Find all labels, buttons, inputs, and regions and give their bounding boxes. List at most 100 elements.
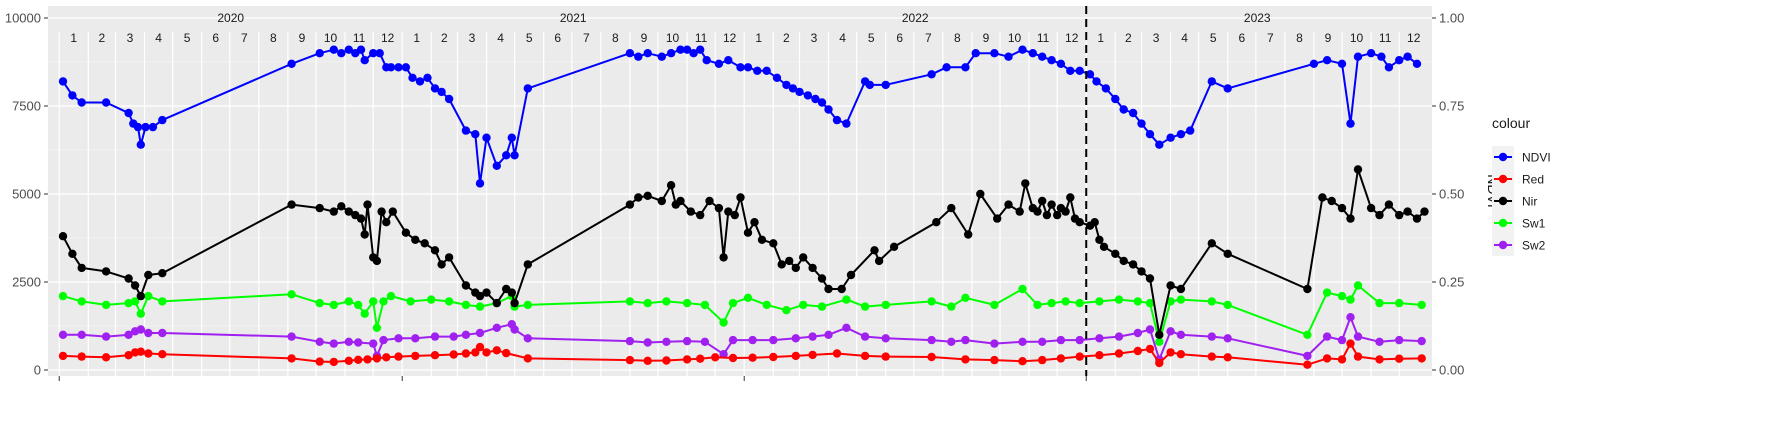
data-point-sw1 [1395,298,1404,308]
data-point-nir [158,269,167,278]
month-label: 4 [839,31,846,45]
data-point-ndvi [124,108,133,118]
data-point-red [682,355,692,364]
month-label: 2 [783,31,790,45]
data-point-nir [1395,210,1404,220]
data-point-sw1 [860,302,870,311]
data-point-sw2 [475,328,485,338]
data-point-red [492,346,501,355]
data-point-sw2 [824,330,833,339]
data-point-nir [507,288,516,297]
data-point-red [808,350,817,360]
data-point-sw1 [927,297,936,306]
data-point-ndvi [1366,49,1376,58]
data-point-red [961,355,970,364]
data-point-sw1 [354,300,363,310]
data-point-nir [1066,193,1075,202]
data-point-nir [510,298,519,308]
data-point-red [136,347,145,356]
data-point-sw1 [158,297,167,306]
data-point-ndvi [1403,52,1412,61]
series-red [58,339,1426,369]
month-label: 3 [1153,31,1160,45]
data-point-sw2 [411,334,420,343]
data-point-sw2 [1038,337,1047,346]
data-point-ndvi [702,56,711,65]
data-point-sw1 [961,293,970,302]
data-point-sw1 [427,295,436,304]
data-point-ndvi [344,45,353,54]
month-label: 8 [612,31,619,45]
data-point-ndvi [1038,52,1047,61]
data-point-ndvi [475,179,485,188]
data-point-sw1 [728,298,738,308]
series-sw2 [58,313,1426,364]
data-point-ndvi [811,94,820,104]
data-point-ndvi [1028,49,1038,58]
data-point-red [1353,352,1363,361]
data-point-nir [696,210,705,220]
data-point-ndvi [507,133,516,142]
data-point-sw1 [1417,300,1426,310]
data-point-nir [1145,274,1155,283]
data-point-nir [411,235,420,244]
legend-label-sw2: Sw2 [1522,239,1546,253]
data-point-red [1176,350,1186,359]
data-point-sw2 [947,337,956,346]
data-point-sw2 [1075,335,1084,345]
data-point-sw2 [287,332,296,341]
data-point-red [881,352,890,361]
data-point-nir [1128,260,1138,269]
data-point-nir [932,218,941,227]
month-label: 6 [896,31,903,45]
data-point-ndvi [1085,70,1095,79]
month-label: 3 [127,31,134,45]
data-point-red [382,353,391,362]
data-point-nir [1318,193,1327,202]
data-point-sw2 [369,339,378,348]
data-point-nir [1075,218,1084,227]
data-point-red [58,351,68,361]
data-point-red [625,355,635,365]
data-point-nir [482,288,491,297]
data-point-sw1 [136,309,145,318]
data-point-ndvi [634,52,643,61]
data-point-ndvi [743,63,753,72]
month-label: 4 [155,31,162,45]
legend-key-point-red [1498,174,1508,184]
data-point-sw1 [386,291,396,301]
data-point-nir [724,207,733,216]
data-point-ndvi [58,77,68,86]
data-point-sw1 [643,298,652,308]
data-point-sw2 [791,334,800,343]
data-point-ndvi [1309,59,1319,68]
data-point-nir [124,274,133,283]
data-point-red [1038,355,1047,365]
data-point-ndvi [1337,59,1347,68]
data-point-ndvi [788,84,798,93]
data-point-red [354,355,363,364]
data-point-nir [714,203,724,213]
data-point-nir [329,207,338,216]
month-label: 8 [954,31,961,45]
month-label: 2 [99,31,106,45]
data-point-sw2 [523,334,532,343]
data-point-nir [1015,207,1024,216]
data-point-sw1 [315,298,324,308]
data-point-nir [643,191,652,200]
data-point-ndvi [1004,52,1013,61]
data-point-sw1 [1145,298,1155,308]
data-point-ndvi [523,84,532,93]
month-label: 10 [1008,31,1022,45]
data-point-sw2 [700,337,710,346]
data-point-ndvi [329,45,338,54]
series-ndvi [58,45,1422,188]
data-point-red [144,349,153,358]
data-point-nir [382,218,391,227]
month-label: 7 [1267,31,1274,45]
data-point-sw2 [430,332,440,341]
data-point-sw2 [682,336,692,346]
data-point-red [1223,353,1232,362]
data-point-ndvi [643,49,652,58]
